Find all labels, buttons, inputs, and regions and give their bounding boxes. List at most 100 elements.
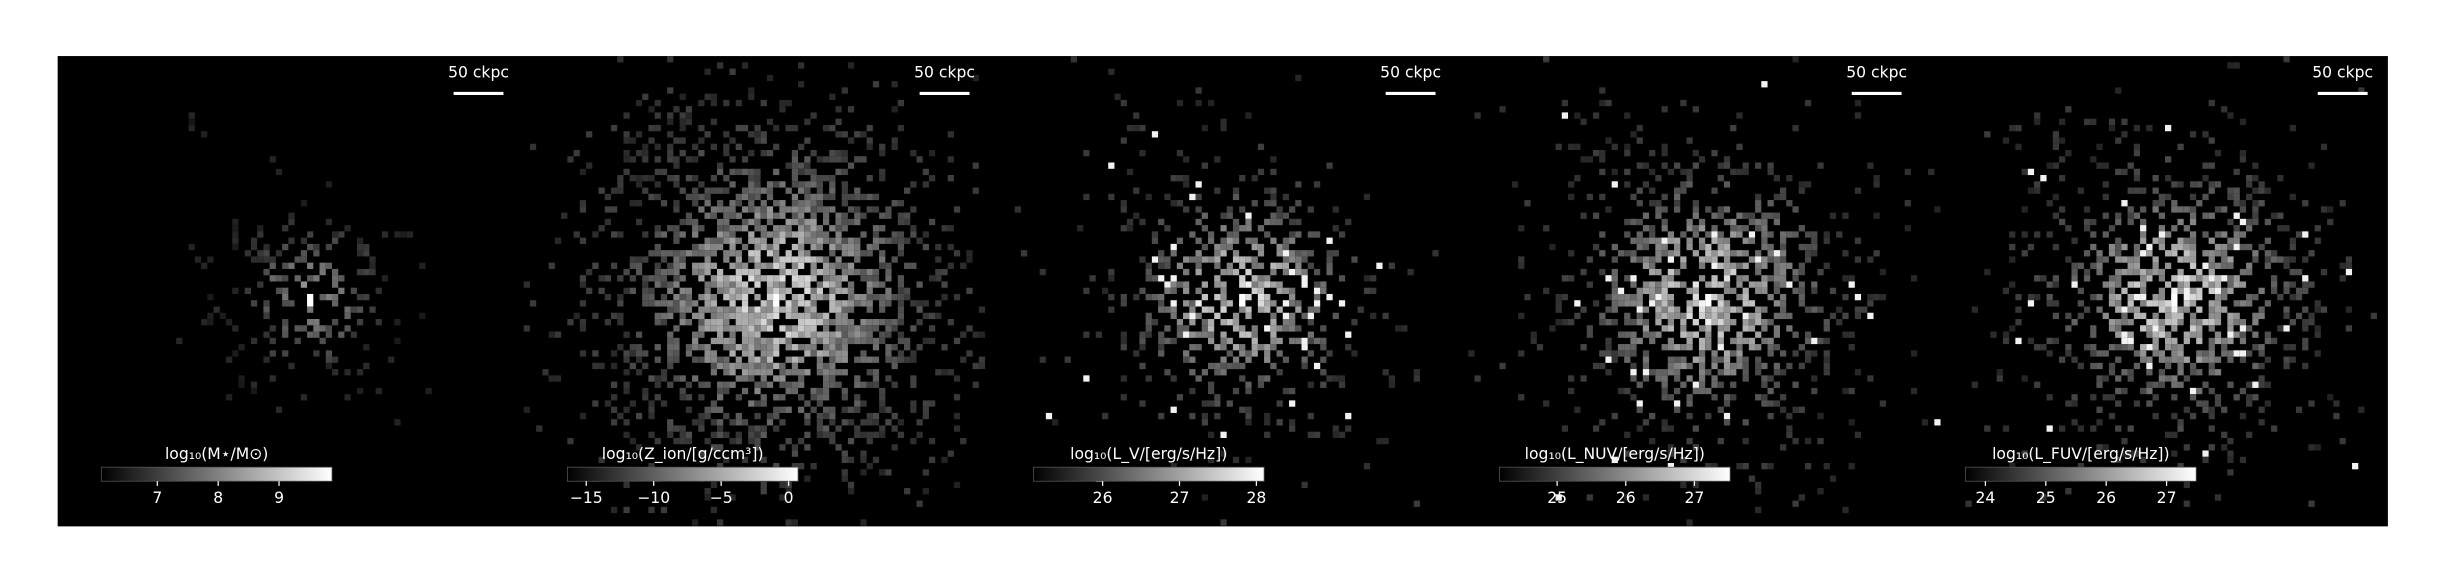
image-pixel [1158,344,1165,351]
image-pixel [1642,256,1650,263]
image-pixel [829,187,836,194]
image-pixel [2077,300,2084,307]
image-pixel [891,237,898,244]
image-pixel [791,519,799,526]
image-pixel [1220,225,1227,232]
image-pixel [885,469,892,476]
image-pixel [822,412,830,420]
image-pixel [1773,275,1781,282]
image-pixel [2283,362,2290,370]
image-pixel [1655,287,1662,295]
image-pixel [2077,312,2084,320]
image-pixel [325,218,332,226]
image-pixel [766,181,774,188]
image-pixel [1599,149,1606,157]
image-pixel [307,306,314,313]
image-pixel [804,475,811,482]
image-pixel [1039,356,1046,363]
image-pixel [804,306,811,313]
image-pixel [760,431,767,438]
image-pixel [1780,312,1787,320]
image-pixel [766,281,774,288]
image-pixel [710,362,717,370]
image-pixel [1649,287,1656,295]
image-pixel [2239,281,2247,288]
image-pixel [2208,325,2215,332]
image-pixel [1095,331,1102,338]
image-pixel [679,262,686,269]
image-pixel [679,293,686,301]
image-pixel [2146,243,2153,251]
image-pixel [766,187,774,194]
image-pixel [1705,312,1712,320]
image-pixel [1984,268,1991,276]
image-pixel [2096,250,2103,257]
image-pixel [2177,268,2184,276]
image-pixel [2289,319,2296,326]
image-pixel [1767,231,1774,238]
image-pixel [1804,356,1812,363]
image-pixel [1730,381,1737,388]
image-pixel [1624,431,1631,438]
image-pixel [785,387,792,395]
image-pixel [866,325,873,332]
image-pixel [2345,268,2353,276]
image-pixel [2121,168,2128,176]
image-pixel [567,319,574,326]
image-pixel [2183,356,2190,363]
image-pixel [829,300,836,307]
image-pixel [729,381,736,388]
image-pixel [692,193,699,201]
image-pixel [716,231,724,238]
image-pixel [835,281,842,288]
image-pixel [1823,237,1830,244]
image-pixel [854,381,861,388]
image-pixel [729,156,736,163]
image-pixel [941,225,948,232]
image-pixel [1039,268,1046,276]
image-pixel [654,312,661,320]
image-pixel [847,162,855,169]
image-pixel [1711,212,1718,219]
image-pixel [673,281,680,288]
image-pixel [1692,231,1699,238]
image-pixel [2264,381,2271,388]
image-pixel [2258,350,2265,357]
image-panel [1468,56,1918,526]
image-pixel [586,268,593,276]
image-pixel [2021,206,2028,213]
image-pixel [723,143,730,151]
image-pixel [2115,387,2122,395]
image-pixel [250,337,258,345]
image-pixel [648,137,655,144]
image-pixel [623,356,630,363]
image-pixel [835,356,842,363]
image-pixel [356,319,364,326]
image-pixel [635,369,643,376]
image-pixel [1786,175,1793,182]
image-pixel [1226,206,1233,213]
image-pixel [263,306,270,313]
image-pixel [1842,250,1849,257]
image-pixel [1742,162,1749,169]
image-pixel [2046,337,2053,345]
image-pixel [779,394,786,401]
image-pixel [1189,387,1196,395]
image-pixel [704,437,711,445]
image-pixel [785,381,792,388]
image-pixel [1251,287,1258,295]
image-pixel [1624,300,1631,307]
image-pixel [704,281,711,288]
image-pixel [1232,250,1240,257]
image-pixel [1313,281,1321,288]
image-pixel [2314,225,2321,232]
image-pixel [642,300,649,307]
image-pixel [2140,206,2147,213]
image-pixel [673,106,680,113]
image-pixel [2158,375,2165,382]
image-pixel [1674,250,1681,257]
image-pixel [394,319,401,326]
image-pixel [2221,256,2228,263]
image-pixel [2115,456,2122,464]
image-pixel [2164,124,2172,132]
